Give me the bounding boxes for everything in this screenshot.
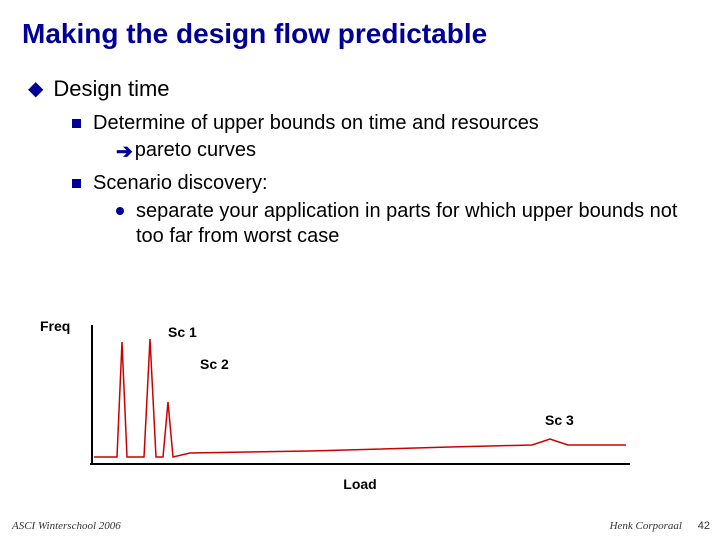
bullet-level2: Scenario discovery: <box>72 172 698 195</box>
chart-svg: Sc 1Sc 2 Sc 3 <box>90 320 630 470</box>
footer-left: ASCI Winterschool 2006 <box>12 520 121 532</box>
level2a-text: Determine of upper bounds on time and re… <box>93 112 539 135</box>
level2b-text: Scenario discovery: <box>93 172 268 195</box>
bullet-level3: separate your application in parts for w… <box>116 199 698 249</box>
sc-label: Sc 1 <box>168 324 197 340</box>
level3arrow-text: pareto curves <box>135 139 256 162</box>
level1-text: Design time <box>53 76 169 102</box>
sc-label: Sc 2 <box>200 356 229 372</box>
freq-load-chart: Freq Sc 1Sc 2Sc 3 Load <box>90 320 630 470</box>
slide: Making the design flow predictable ◆ Des… <box>0 0 720 540</box>
page-number: 42 <box>698 520 710 532</box>
bullet-level2: Determine of upper bounds on time and re… <box>72 112 698 135</box>
square-bullet-icon <box>72 179 81 188</box>
bullet-level3-arrow: ➔ pareto curves <box>116 139 698 164</box>
diamond-bullet-icon: ◆ <box>28 76 43 101</box>
square-bullet-icon <box>72 119 81 128</box>
arrow-bullet-icon: ➔ <box>116 139 133 164</box>
y-axis-label: Freq <box>40 318 70 334</box>
sc-label: Sc 3 <box>545 412 574 428</box>
x-axis-label: Load <box>90 476 630 492</box>
footer-right: Henk Corporaal <box>610 520 682 532</box>
bullet-level1: ◆ Design time <box>28 76 698 102</box>
level3-text: separate your application in parts for w… <box>136 199 698 249</box>
slide-title: Making the design flow predictable <box>22 18 698 50</box>
circle-bullet-icon <box>116 207 124 215</box>
